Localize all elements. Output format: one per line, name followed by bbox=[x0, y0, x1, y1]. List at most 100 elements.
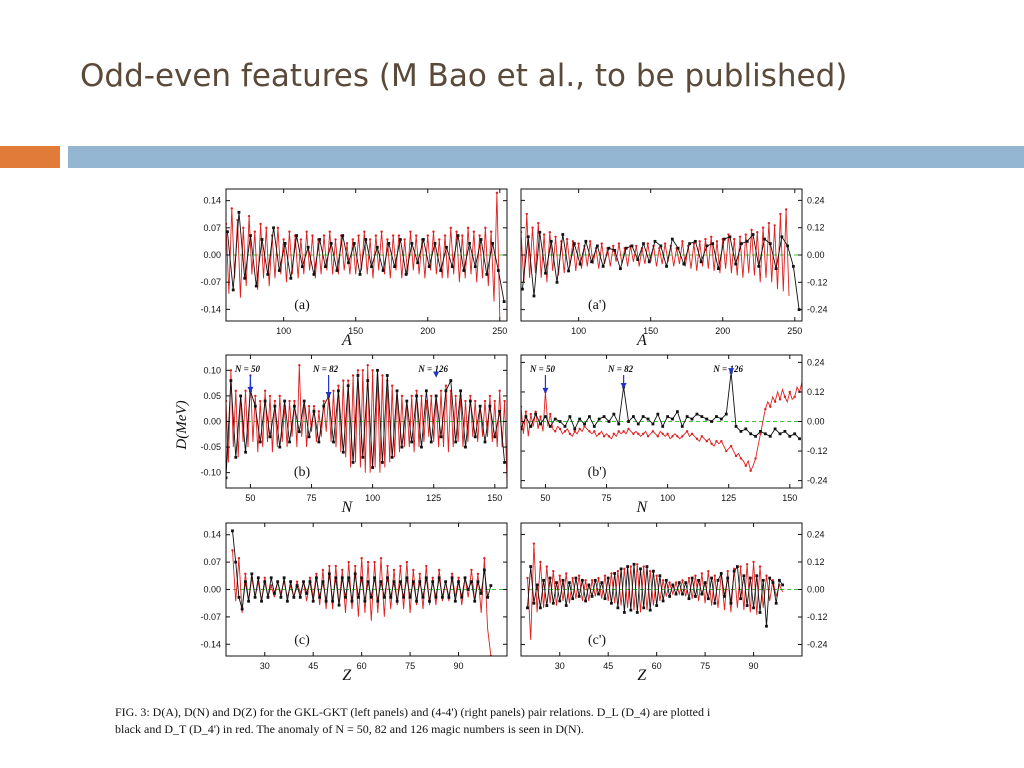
panel-1-point-red bbox=[750, 228, 753, 232]
panel-3-point-black bbox=[773, 427, 777, 431]
panel-5-point-black bbox=[610, 601, 613, 605]
panel-4-point-black bbox=[437, 576, 441, 580]
panel-2-point-black bbox=[258, 440, 262, 444]
panel-3: 50 75 100 125 150 0.24 0.12 0.00 -0.12 -0.24 (b') N… bbox=[520, 354, 828, 516]
panel-1-point-black bbox=[722, 237, 726, 241]
panel-2-point-red bbox=[273, 399, 277, 403]
panel-1-point-black bbox=[526, 235, 530, 239]
panel-0-point-black bbox=[306, 245, 310, 249]
panel-4-point-black bbox=[347, 576, 351, 580]
panel-2-annotation-label: N = 82 bbox=[312, 364, 339, 374]
panel-2-point-red bbox=[454, 394, 457, 398]
panel-4-point-black bbox=[476, 580, 480, 584]
panel-0-point-red bbox=[334, 238, 337, 241]
panel-3-point-red bbox=[641, 432, 645, 436]
panel-2-point-black bbox=[307, 435, 311, 439]
panel-1-point-black bbox=[780, 235, 784, 239]
panel-1-point-black bbox=[768, 242, 772, 246]
panel-0-point-black bbox=[352, 241, 356, 245]
panel-0-point-red bbox=[489, 230, 493, 233]
panel-4-point-red bbox=[341, 568, 344, 572]
panel-3-point-red bbox=[558, 427, 562, 431]
panel-4-line-black bbox=[232, 530, 492, 610]
panel-4-point-black bbox=[399, 580, 402, 584]
panel-1-point-red bbox=[658, 246, 661, 250]
panel-0-series-black bbox=[226, 210, 506, 303]
panel-1-ytick-label: 0.00 bbox=[807, 250, 825, 260]
panel-5-point-black bbox=[658, 574, 662, 578]
panel-5-point-red bbox=[636, 563, 639, 566]
panel-0-point-black bbox=[433, 241, 437, 245]
panel-4-point-red bbox=[231, 549, 234, 552]
panel-4-point-red bbox=[366, 560, 370, 564]
panel-2-annotation-label: N = 50 bbox=[234, 364, 261, 374]
panel-5-point-black bbox=[681, 592, 684, 596]
panel-0-point-red bbox=[386, 238, 389, 241]
panel-3-ytick-label: -0.12 bbox=[807, 446, 828, 456]
panel-2-point-red bbox=[312, 404, 316, 408]
panel-5-xtick-label: 90 bbox=[749, 661, 759, 671]
panel-2-point-black bbox=[390, 455, 394, 459]
panel-1-point-black bbox=[584, 239, 588, 243]
panel-1-point-red bbox=[733, 237, 736, 241]
panel-3-point-red bbox=[539, 415, 542, 418]
panel-0-xlabel: A bbox=[341, 332, 352, 349]
panel-3-point-red bbox=[612, 432, 616, 436]
panel-0-point-black bbox=[427, 265, 431, 269]
panel-1-point-red bbox=[710, 235, 713, 238]
panel-5-point-black bbox=[564, 604, 568, 607]
panel-0-ytick-label: -0.14 bbox=[200, 304, 221, 314]
panel-1-point-red bbox=[600, 242, 603, 245]
panel-5-point-black bbox=[748, 576, 752, 580]
panel-2: 50 75 100 125 150 0.10 0.05 0.00 -0.05 -0.10 (b) N N… bbox=[200, 354, 508, 516]
panel-1-point-red bbox=[617, 242, 621, 245]
panel-5-point-black bbox=[648, 608, 652, 612]
panel-5-point-black bbox=[629, 608, 633, 612]
panel-3-point-black bbox=[680, 425, 684, 428]
panel-1-point-black bbox=[595, 244, 599, 248]
panel-3-ytick-label: 0.12 bbox=[807, 387, 825, 397]
panel-0-point-red bbox=[247, 214, 251, 218]
panel-2-annotation-arrowhead bbox=[433, 371, 440, 378]
caption-line-1: FIG. 3: D(A), D(N) and D(Z) for the GKL-… bbox=[115, 705, 711, 719]
panel-4-point-black bbox=[295, 584, 299, 587]
shared-ylabel: D(MeV) bbox=[174, 400, 190, 450]
panel-5-point-black bbox=[664, 578, 668, 582]
panel-2-point-black bbox=[278, 445, 282, 449]
panel-4-xtick-label: 75 bbox=[405, 661, 415, 671]
panel-1-point-black bbox=[751, 233, 755, 236]
panel-0-point-black bbox=[324, 265, 327, 269]
panel-1-point-red bbox=[727, 233, 730, 236]
panel-5-point-red bbox=[655, 574, 658, 577]
panel-3-point-black bbox=[778, 432, 782, 436]
panel-5-ytick-label: 0.00 bbox=[807, 585, 825, 595]
panel-4-xlabel: Z bbox=[342, 667, 352, 684]
panel-0-xtick-label: 250 bbox=[492, 326, 507, 336]
panel-4-point-black bbox=[273, 592, 276, 595]
panel-1-point-black bbox=[532, 294, 536, 298]
panel-5-point-black bbox=[580, 578, 584, 582]
panel-5-point-black bbox=[739, 597, 743, 601]
panel-2-point-red bbox=[307, 404, 311, 408]
panel-1-series-red bbox=[521, 208, 790, 297]
panel-4-point-black bbox=[482, 568, 486, 572]
panel-3-point-red bbox=[754, 457, 757, 460]
panel-2-annotation-arrowhead bbox=[325, 392, 332, 399]
panel-3-point-black bbox=[558, 420, 562, 423]
panel-0-point-red bbox=[461, 234, 464, 237]
panel-3-point-black bbox=[578, 417, 582, 421]
panel-2-point-black bbox=[376, 368, 379, 372]
panel-5-point-black bbox=[697, 578, 701, 582]
panel-1-point-black bbox=[711, 242, 715, 246]
panel-3-point-red bbox=[602, 435, 606, 438]
panel-3-point-black bbox=[763, 432, 767, 436]
panel-4-point-black bbox=[321, 580, 325, 584]
panel-3-point-red bbox=[783, 395, 787, 399]
panel-2-point-black bbox=[356, 374, 360, 377]
panel-4-point-black bbox=[247, 599, 251, 603]
panel-2-point-black bbox=[302, 399, 306, 403]
panel-1-point-red bbox=[565, 237, 569, 241]
panel-0-point-black bbox=[468, 241, 471, 245]
panel-3-point-red bbox=[607, 435, 611, 438]
panel-2-point-black bbox=[483, 440, 487, 444]
